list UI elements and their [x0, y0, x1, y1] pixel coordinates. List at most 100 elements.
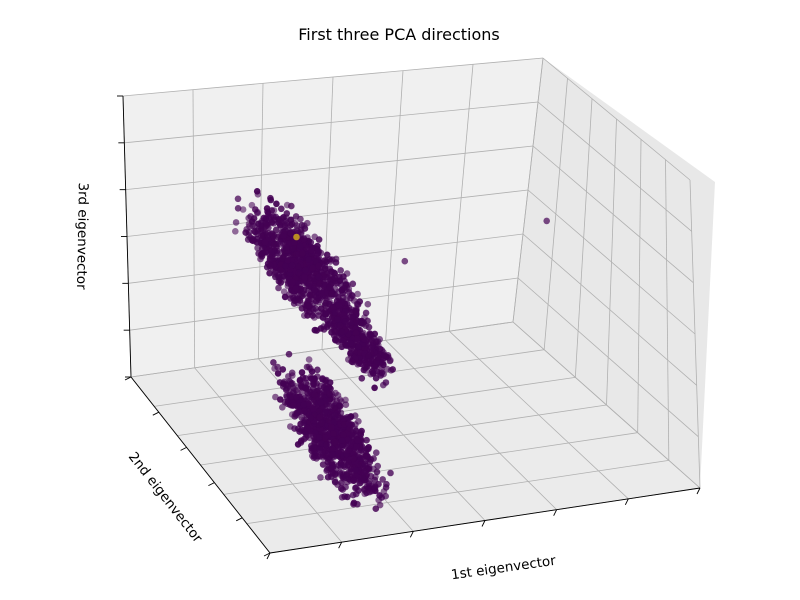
- data-point: [338, 443, 346, 451]
- data-point: [253, 188, 261, 195]
- data-point: [302, 375, 310, 382]
- pane-back-left: [123, 58, 543, 377]
- data-point: [363, 453, 371, 460]
- data-point: [328, 424, 335, 431]
- data-point: [326, 284, 333, 291]
- data-point: [387, 469, 394, 477]
- x-tick: [266, 552, 271, 560]
- data-point: [331, 309, 339, 316]
- data-point: [318, 290, 325, 297]
- data-point: [310, 405, 317, 413]
- data-point: [288, 261, 296, 269]
- x-tick: [409, 531, 414, 538]
- data-point: [234, 205, 242, 212]
- data-point: [273, 200, 280, 208]
- data-point: [382, 492, 390, 500]
- y-tick: [263, 552, 271, 557]
- data-point: [308, 442, 315, 450]
- data-point: [285, 350, 293, 358]
- data-point: [350, 500, 357, 508]
- data-point: [245, 214, 252, 222]
- data-point: [338, 437, 346, 444]
- data-point: [358, 320, 365, 327]
- data-point: [251, 228, 259, 236]
- data-point: [327, 323, 335, 331]
- data-point: [332, 389, 339, 397]
- data-point: [268, 249, 275, 256]
- data-point: [337, 336, 344, 344]
- data-point: [262, 248, 270, 256]
- data-point: [344, 493, 351, 501]
- data-point: [283, 393, 291, 401]
- data-point: [337, 462, 345, 469]
- y-tick: [235, 517, 243, 522]
- data-point: [363, 436, 370, 444]
- data-point: [307, 414, 315, 422]
- data-point: [337, 409, 345, 417]
- data-point: [354, 437, 362, 445]
- back-grid-z: [122, 57, 544, 97]
- data-point: [298, 221, 306, 229]
- data-point: [354, 335, 361, 342]
- y-tick: [124, 376, 132, 381]
- data-point: [282, 262, 289, 270]
- data-point: [280, 232, 287, 239]
- data-point: [283, 385, 291, 392]
- data-point: [281, 227, 289, 234]
- data-point: [294, 409, 301, 417]
- data-point: [377, 345, 384, 353]
- data-point: [389, 366, 397, 373]
- data-point: [344, 441, 352, 449]
- floor-grid-y: [154, 349, 545, 407]
- data-point: [258, 232, 265, 239]
- data-point: [331, 438, 339, 446]
- data-point: [345, 468, 353, 476]
- data-point: [366, 488, 373, 496]
- data-point: [336, 322, 344, 329]
- data-point: [289, 278, 296, 286]
- data-point: [279, 404, 286, 411]
- data-point: [290, 402, 297, 409]
- data-point: [300, 236, 308, 243]
- data-point: [284, 257, 292, 265]
- data-point: [305, 363, 313, 371]
- data-point: [291, 219, 299, 227]
- data-point: [323, 310, 330, 317]
- data-point: [353, 300, 361, 308]
- data-point: [347, 294, 354, 302]
- data-point: [322, 386, 330, 393]
- data-point: [287, 229, 295, 237]
- data-point: [297, 215, 304, 223]
- data-point: [316, 446, 324, 454]
- data-point: [318, 419, 325, 427]
- data-point: [249, 237, 256, 244]
- data-point: [338, 494, 346, 501]
- data-point: [326, 379, 334, 386]
- data-point: [332, 328, 339, 336]
- data-point: [371, 484, 379, 491]
- data-point: [343, 450, 350, 458]
- data-point: [372, 374, 380, 382]
- x-axis-label: 1st eigenvector: [450, 553, 557, 584]
- data-point: [355, 418, 362, 425]
- data-point: [329, 469, 337, 477]
- data-point: [312, 305, 319, 312]
- data-point: [309, 264, 317, 272]
- data-point: [351, 425, 359, 433]
- x-tick: [696, 487, 701, 495]
- data-point: [305, 256, 312, 263]
- data-point: [366, 458, 374, 466]
- data-point: [352, 329, 360, 337]
- data-point: [373, 449, 380, 457]
- data-point: [254, 208, 261, 216]
- data-point-highlight: [543, 217, 550, 225]
- data-point: [340, 284, 348, 292]
- data-point: [315, 262, 323, 270]
- data-point: [330, 304, 337, 311]
- data-point: [372, 473, 379, 481]
- data-point: [355, 343, 362, 351]
- data-point: [274, 370, 282, 377]
- chart-title: First three PCA directions: [298, 25, 499, 44]
- data-point: [332, 280, 339, 287]
- data-point: [328, 290, 335, 298]
